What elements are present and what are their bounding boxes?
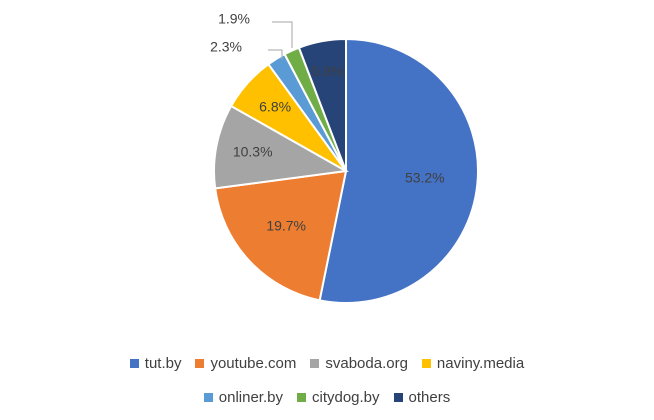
leader-line-citydog-by (272, 21, 293, 48)
legend-item-onliner-by: onliner.by (203, 389, 283, 406)
legend-swatch (296, 393, 306, 402)
pie-slice-svaboda-org (213, 104, 350, 190)
legend-label: others (408, 389, 451, 406)
legend-swatch (393, 393, 403, 402)
pie-slice-tut-by (318, 37, 479, 304)
pie-slices (213, 37, 479, 304)
legend-label: svaboda.org (325, 355, 408, 372)
legend-label: citydog.by (311, 389, 380, 406)
data-label-others: 5.8% (312, 63, 344, 79)
leader-line-onliner-by (268, 49, 283, 60)
legend-label: onliner.by (218, 389, 283, 406)
legend-row-2: onliner.by citydog.by others (0, 389, 654, 406)
legend-swatch (129, 359, 139, 368)
legend-swatch (195, 359, 205, 368)
data-label-naviny-media: 6.8% (259, 98, 291, 114)
data-label-youtube-com: 19.7% (266, 218, 306, 234)
legend-item-youtube-com: youtube.com (195, 355, 296, 372)
data-label-onliner-by: 2.3% (210, 39, 242, 55)
leader-lines (268, 21, 293, 60)
data-label-tut-by: 53.2% (405, 170, 445, 186)
legend-item-citydog-by: citydog.by (296, 389, 380, 406)
legend-label: naviny.media (436, 355, 525, 372)
data-labels: 53.2% 19.7% 10.3% 6.8% 2.3% 1.9% 5.8% (210, 11, 445, 234)
legend-label: youtube.com (210, 355, 297, 372)
legend-swatch (421, 359, 431, 368)
pie-slice-youtube-com (214, 169, 348, 302)
pie-slice-others (297, 37, 347, 172)
legend-item-others: others (393, 389, 451, 406)
legend-row-1: tut.by youtube.com svaboda.org naviny.me… (0, 355, 654, 372)
legend-label: tut.by (144, 355, 182, 372)
legend-item-svaboda-org: svaboda.org (310, 355, 408, 372)
data-label-citydog-by: 1.9% (218, 11, 250, 27)
data-label-svaboda-org: 10.3% (233, 144, 273, 160)
legend-item-naviny-media: naviny.media (421, 355, 525, 372)
legend-item-tut-by: tut.by (129, 355, 182, 372)
legend-swatch (310, 359, 320, 368)
legend-swatch (203, 393, 213, 402)
